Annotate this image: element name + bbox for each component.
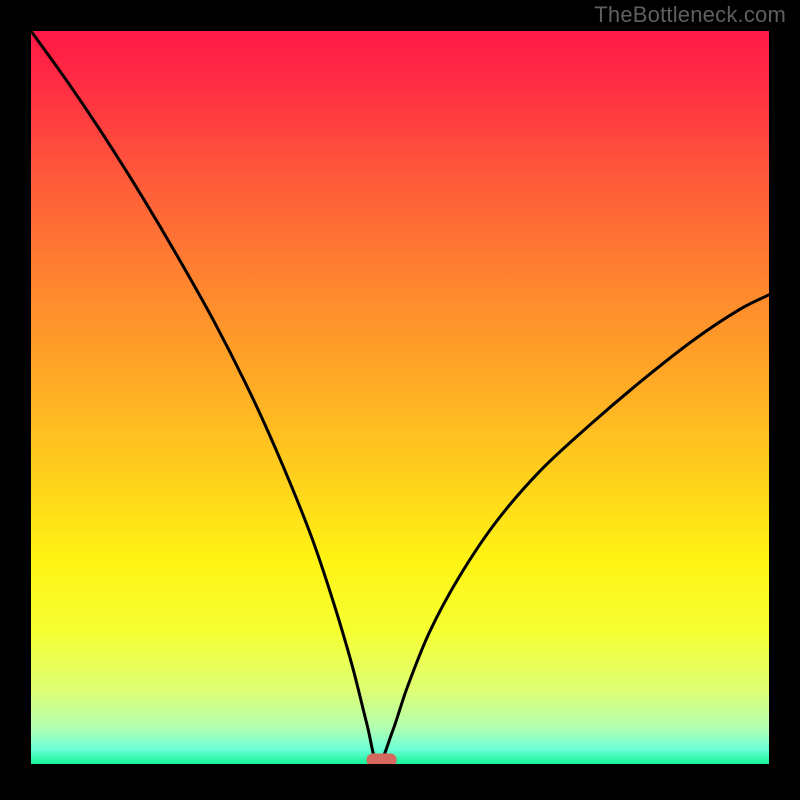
watermark-text: TheBottleneck.com — [594, 2, 786, 28]
bottleneck-chart — [0, 0, 800, 800]
chart-gradient-background — [31, 31, 769, 764]
